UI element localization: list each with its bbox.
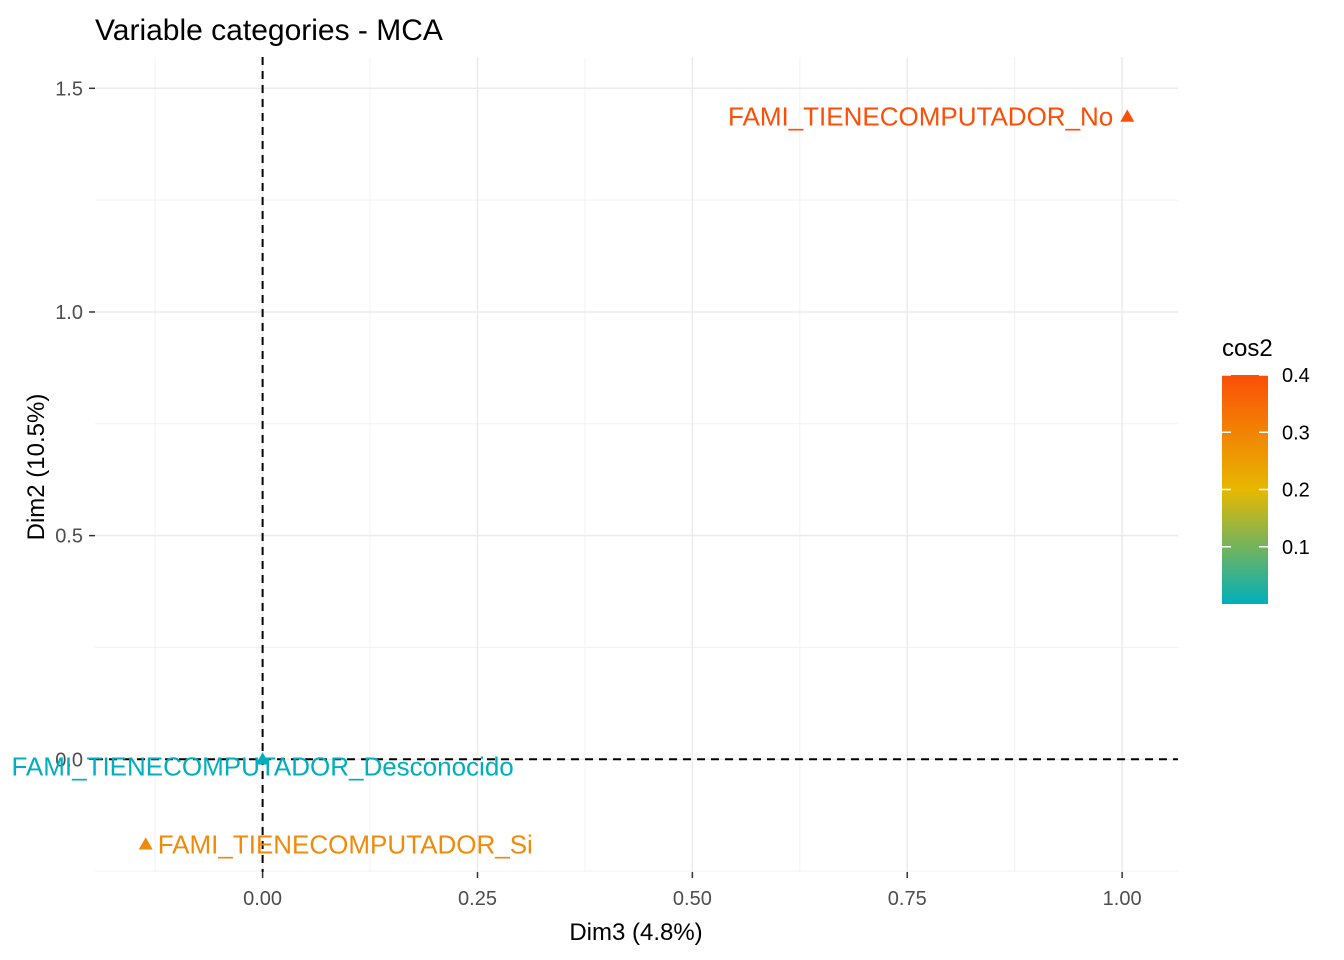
legend-tick-label: 0.2 [1282, 480, 1310, 502]
y-tick-label: 1.5 [55, 78, 83, 100]
legend-tick-label: 0.1 [1282, 537, 1310, 559]
axis-ticks: 0.00 0.25 0.50 0.75 1.00 0.0 0.5 1.0 1.5 [55, 78, 1141, 910]
reference-lines [95, 57, 1178, 872]
data-point-marker [255, 752, 270, 765]
grid-minor [95, 57, 1178, 872]
y-tick-label: 0.5 [55, 526, 83, 548]
x-tick-label: 0.75 [888, 888, 927, 910]
grid-major [95, 57, 1178, 872]
data-point-label: FAMI_TIENECOMPUTADOR_No [728, 101, 1113, 131]
y-tick-label: 1.0 [55, 302, 83, 324]
data-points: FAMI_TIENECOMPUTADOR_No FAMI_TIENECOMPUTA… [11, 101, 1135, 859]
legend-title: cos2 [1222, 335, 1273, 362]
x-tick-label: 1.00 [1103, 888, 1142, 910]
data-point-marker [138, 837, 153, 850]
data-point-marker [1120, 109, 1135, 122]
chart-title: Variable categories - MCA [95, 14, 443, 47]
legend: cos2 0.1 0.2 0.3 0.4 [1222, 335, 1310, 604]
legend-ticks: 0.1 0.2 0.3 0.4 [1222, 365, 1310, 559]
legend-tick-label: 0.4 [1282, 365, 1310, 387]
data-point-label: FAMI_TIENECOMPUTADOR_Desconocido [11, 751, 513, 781]
x-tick-label: 0.25 [458, 888, 497, 910]
x-axis-title: Dim3 (4.8%) [569, 919, 702, 946]
legend-tick-label: 0.3 [1282, 422, 1310, 444]
x-tick-label: 0.50 [673, 888, 712, 910]
data-point-label: FAMI_TIENECOMPUTADOR_Si [158, 829, 533, 859]
y-tick-label: 0.0 [55, 749, 83, 771]
x-tick-label: 0.00 [243, 888, 282, 910]
y-axis-title: Dim2 (10.5%) [23, 394, 50, 541]
